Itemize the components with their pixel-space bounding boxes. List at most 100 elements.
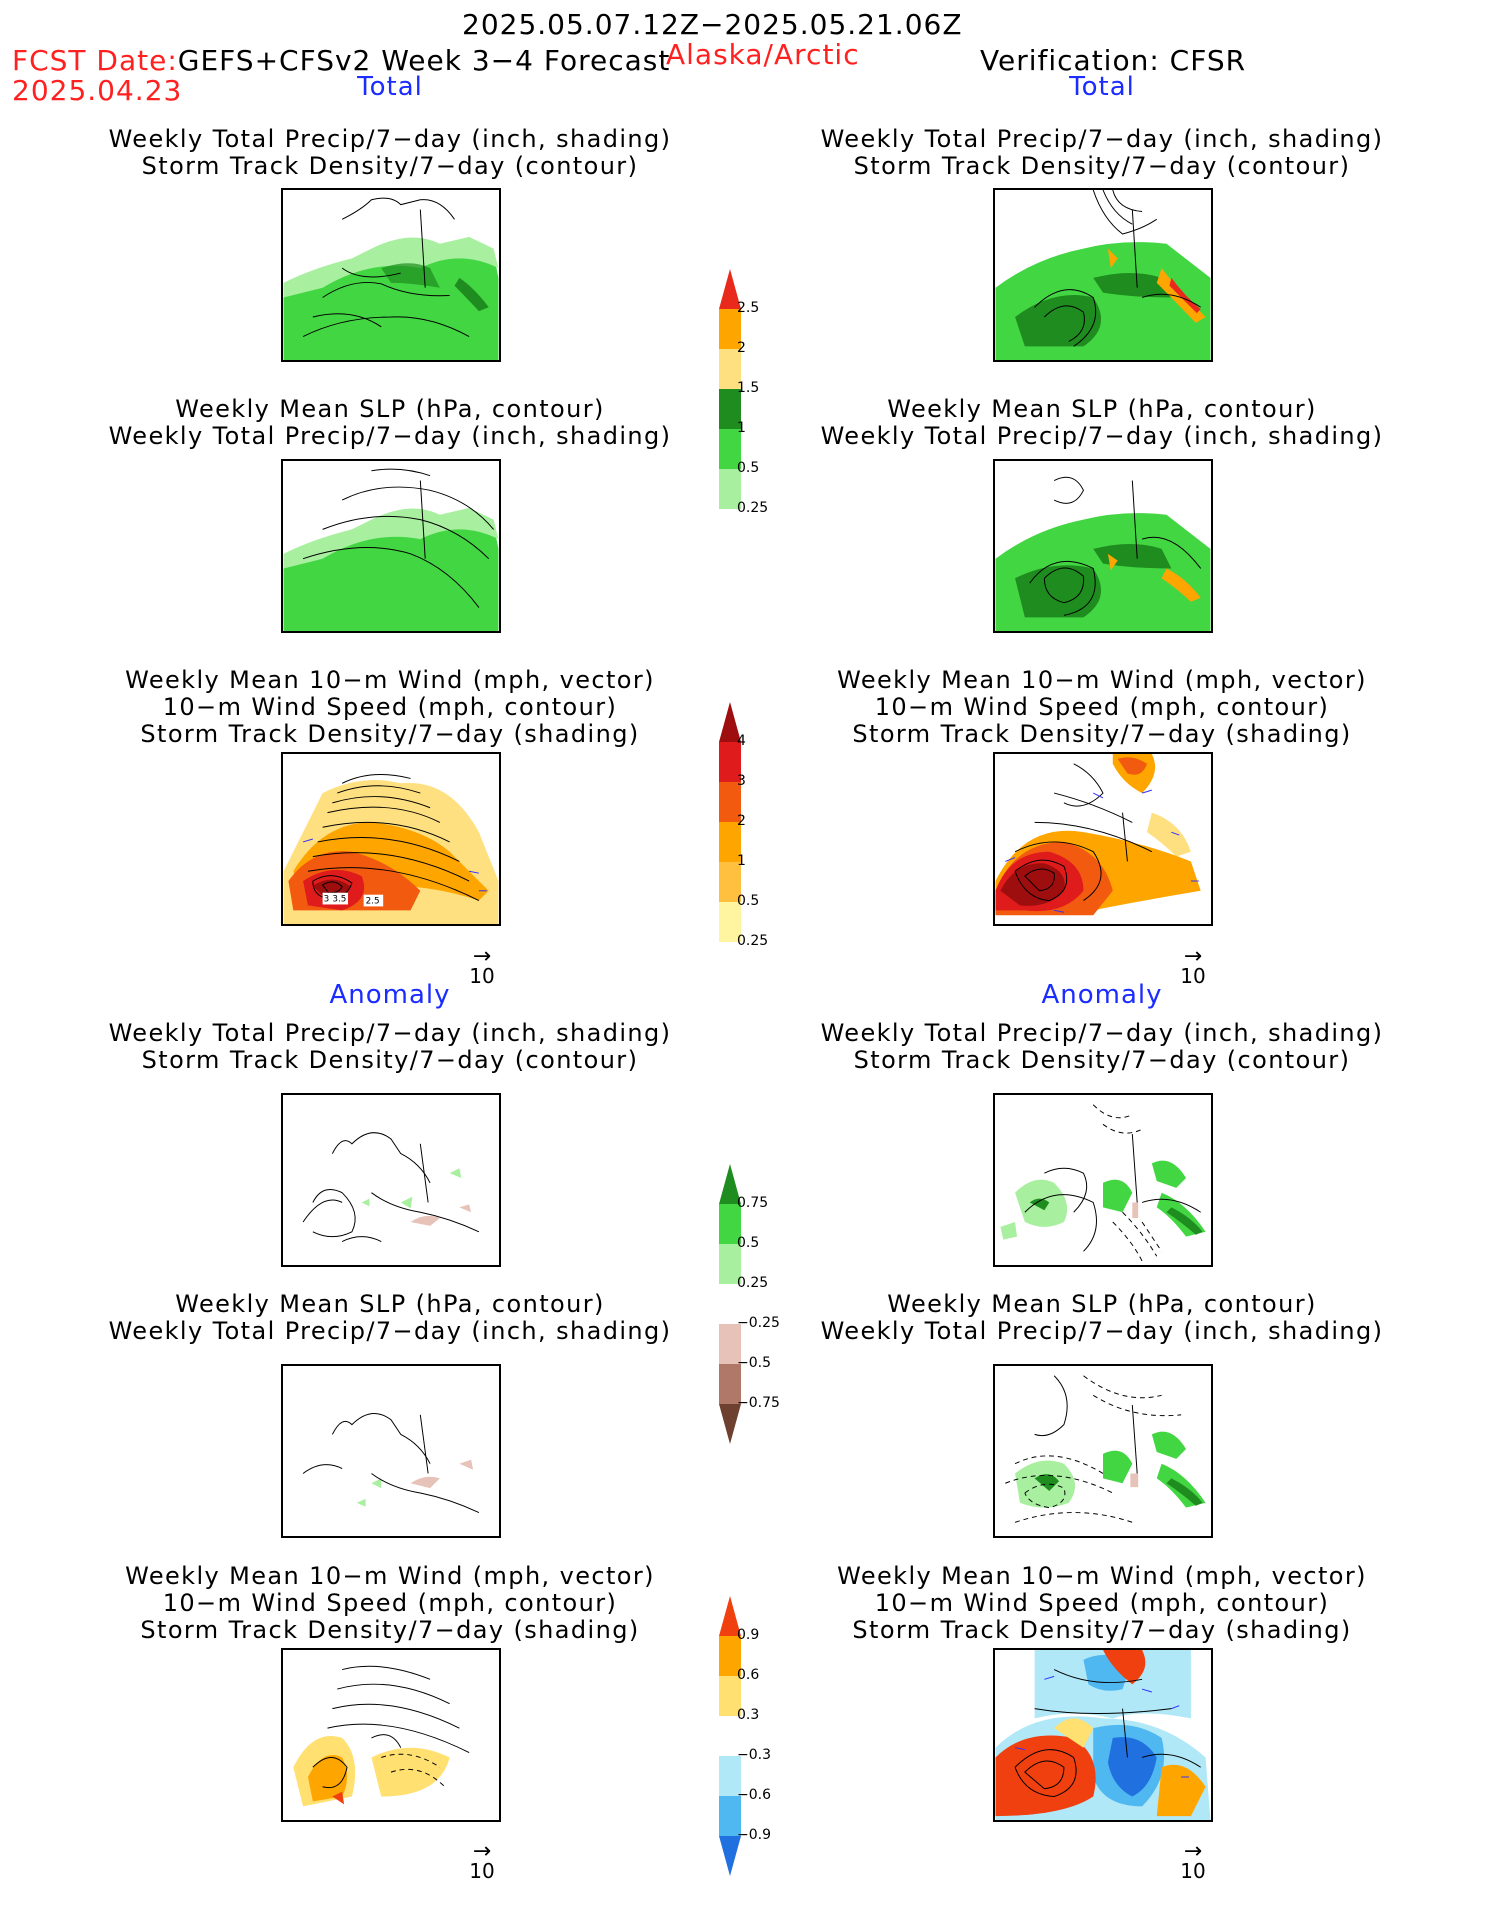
colorbar-segment: [719, 469, 741, 509]
colorbar-segment: [719, 429, 741, 469]
colorbar-tick-label: 0.25: [737, 1275, 769, 1291]
colorbar-segment: [719, 1164, 741, 1204]
colorbar-tick-label: 3: [737, 773, 746, 789]
map-total-slp-precip-obs: [993, 459, 1213, 633]
title-r5: Weekly Mean SLP (hPa, contour) Weekly To…: [742, 1291, 1462, 1345]
colorbar-segment: [719, 349, 741, 389]
title-line: Storm Track Density/7−day (shading): [852, 1616, 1352, 1644]
left-anomaly-label: Anomaly: [329, 980, 451, 1010]
verification-label: Verification: CFSR: [980, 44, 1247, 77]
colorbar-segment: [719, 902, 741, 942]
title-line: 10−m Wind Speed (mph, contour): [874, 1589, 1330, 1617]
title-line: Weekly Total Precip/7−day (inch, shading…: [820, 125, 1384, 153]
ref-vector-r-anom: → 10: [1173, 1841, 1213, 1884]
title-line: Storm Track Density/7−day (contour): [141, 152, 639, 180]
colorbar-segment: [719, 942, 741, 982]
fcst-date: 2025.04.23: [12, 74, 183, 107]
title-line: Weekly Mean SLP (hPa, contour): [887, 395, 1317, 423]
map-canvas: [995, 754, 1201, 916]
colorbar-tick-label: 0.3: [737, 1707, 760, 1723]
title-r6: Weekly Mean 10−m Wind (mph, vector) 10−m…: [742, 1563, 1462, 1644]
map-canvas: 3 3.5 2.5: [283, 774, 499, 924]
ref-vector-label: 10: [1180, 1859, 1206, 1883]
colorbar-tick-label: 0.25: [737, 500, 769, 516]
title-line: Storm Track Density/7−day (shading): [140, 720, 640, 748]
map-canvas: [302, 1413, 480, 1513]
colorbar-segment: [719, 702, 741, 742]
map-canvas: [995, 190, 1211, 360]
contour-label: 2.5: [366, 896, 380, 906]
colorbar-tick-label: −0.9: [737, 1827, 771, 1843]
colorbar-segment: [719, 1596, 741, 1636]
title-line: Weekly Mean SLP (hPa, contour): [887, 1290, 1317, 1318]
ref-vector-label: 10: [1180, 964, 1206, 988]
contour-label: 3.5: [332, 895, 346, 905]
title-line: 10−m Wind Speed (mph, contour): [162, 1589, 618, 1617]
colorbar-tick-label: 0.25: [737, 933, 769, 949]
contour-label: 3: [324, 895, 330, 905]
ref-vector-l-anom: → 10: [462, 1841, 502, 1884]
title-line: Storm Track Density/7−day (shading): [140, 1616, 640, 1644]
title-line: Weekly Mean SLP (hPa, contour): [175, 1290, 605, 1318]
colorbar-anom-precip: 0.75 0.5 0.25 −0.25 −0.5 −0.75: [717, 1162, 827, 1444]
colorbar-segment: [719, 1364, 741, 1404]
title-line: Weekly Total Precip/7−day (inch, shading…: [108, 125, 672, 153]
colorbar-graphic: [719, 702, 741, 982]
title-l6: Weekly Mean 10−m Wind (mph, vector) 10−m…: [30, 1563, 750, 1644]
title-line: Weekly Total Precip/7−day (inch, shading…: [820, 1317, 1384, 1345]
title-line: Weekly Mean SLP (hPa, contour): [175, 395, 605, 423]
fcst-date-label: FCST Date:: [12, 44, 178, 77]
title-r2: Weekly Mean SLP (hPa, contour) Weekly To…: [742, 396, 1462, 450]
title-l3: Weekly Mean 10−m Wind (mph, vector) 10−m…: [30, 667, 750, 748]
title-r3: Weekly Mean 10−m Wind (mph, vector) 10−m…: [742, 667, 1462, 748]
ref-vector-label: 10: [469, 964, 495, 988]
title-r1: Weekly Total Precip/7−day (inch, shading…: [742, 126, 1462, 180]
period-title: 2025.05.07.12Z−2025.05.21.06Z: [462, 8, 963, 41]
colorbar-segment: [719, 509, 741, 549]
colorbar-segment: [719, 822, 741, 862]
colorbar-segment: [719, 1404, 741, 1444]
map-anom-wind-storm-obs: [993, 1648, 1213, 1822]
title-line: Weekly Mean 10−m Wind (mph, vector): [837, 666, 1367, 694]
map-canvas: [1000, 1104, 1206, 1262]
colorbar-tick-label: 0.9: [737, 1627, 760, 1643]
map-total-wind-storm-fcst: 3 3.5 2.5: [281, 752, 501, 926]
colorbar-segment: [719, 1244, 741, 1284]
colorbar-tick-label: 2: [737, 813, 746, 829]
map-total-wind-storm-obs: [993, 752, 1213, 926]
colorbar-graphic: [719, 1596, 741, 1876]
map-anom-slp-precip-fcst: [281, 1364, 501, 1538]
map-canvas: [1005, 1375, 1206, 1523]
colorbar-tick-label: −0.25: [737, 1315, 780, 1331]
region-label: Alaska/Arctic: [666, 38, 860, 71]
map-canvas: [995, 1650, 1211, 1820]
colorbar-tick-label: 0.6: [737, 1667, 760, 1683]
title-line: Weekly Mean 10−m Wind (mph, vector): [125, 1562, 655, 1590]
colorbar-segment: [719, 742, 741, 782]
colorbar-segment: [719, 309, 741, 349]
colorbar-total-precip: 2.5 2 1.5 1 0.5 0.25: [717, 267, 827, 549]
colorbar-segment: [719, 1204, 741, 1244]
forecast-info: FCST Date:GEFS+CFSv2 Week 3−4 Forecast: [12, 44, 670, 77]
colorbar-tick-label: −0.75: [737, 1395, 780, 1411]
colorbar-tick-label: 1: [737, 853, 746, 869]
ref-vector-r-total: → 10: [1173, 946, 1213, 989]
colorbar-segment: [719, 269, 741, 309]
title-line: Storm Track Density/7−day (shading): [852, 720, 1352, 748]
colorbar-tick-label: 1.5: [737, 380, 760, 396]
colorbar-segment: [719, 1756, 741, 1796]
right-anomaly-label: Anomaly: [1041, 980, 1163, 1010]
colorbar-tick-label: 2.5: [737, 300, 760, 316]
colorbar-segment: [719, 1324, 741, 1364]
colorbar-tick-label: 2: [737, 340, 746, 356]
title-line: Storm Track Density/7−day (contour): [141, 1046, 639, 1074]
title-line: 10−m Wind Speed (mph, contour): [874, 693, 1330, 721]
title-line: Weekly Mean 10−m Wind (mph, vector): [837, 1562, 1367, 1590]
colorbar-tick-label: −0.3: [737, 1747, 771, 1763]
colorbar-graphic: [719, 1164, 741, 1444]
map-canvas: [293, 1665, 470, 1807]
colorbar-segment: [719, 782, 741, 822]
map-anom-precip-storm-obs: [993, 1093, 1213, 1267]
colorbar-segment: [719, 1636, 741, 1676]
map-total-precip-storm-fcst: [281, 188, 501, 362]
